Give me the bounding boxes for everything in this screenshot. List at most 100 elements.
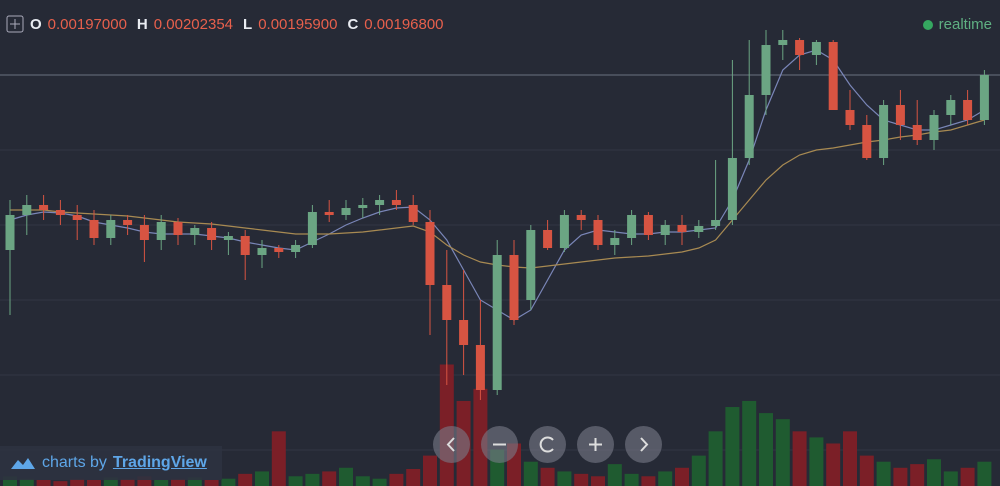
candle-body [761, 45, 771, 95]
volume-bar [708, 431, 723, 486]
candle-body [845, 110, 855, 125]
candle-body [156, 222, 166, 240]
volume-bar [910, 464, 925, 486]
ohlc-value: 0.00196800 [364, 15, 444, 33]
candle-body [627, 215, 637, 238]
volume-bar [271, 431, 286, 486]
volume-bar [876, 461, 891, 486]
volume-bar [809, 437, 824, 486]
volume-bar [826, 443, 841, 486]
volume-bar [53, 481, 68, 486]
scroll-right-button[interactable] [625, 426, 662, 463]
candle-body [106, 220, 116, 238]
branding-link[interactable]: TradingView [112, 454, 207, 471]
zoom-in-button[interactable] [577, 426, 614, 463]
volume-bar [675, 467, 689, 486]
volume-bar [322, 471, 337, 486]
volume-bar [927, 459, 941, 486]
candle-body [173, 222, 183, 235]
candle-body [5, 215, 15, 250]
volume-bar [171, 478, 185, 486]
candle-body [979, 75, 989, 120]
candle-body [408, 205, 418, 222]
volume-bar [70, 478, 85, 486]
volume-bar [339, 467, 353, 486]
volume-bar [859, 455, 874, 486]
ohlc-value: 0.00197000 [47, 15, 127, 33]
candle-body [795, 40, 805, 55]
candle-body [610, 238, 620, 245]
candle-body [694, 226, 704, 232]
volume-bar [221, 478, 236, 486]
volume-bar [523, 461, 538, 486]
volume-bar [775, 419, 790, 486]
volume-bar [641, 476, 656, 486]
volume-bar [960, 467, 975, 486]
logo [11, 458, 35, 469]
candle-body [190, 228, 200, 235]
candle-body [22, 205, 32, 215]
volume-bar [406, 468, 421, 486]
status-text: realtime [938, 16, 992, 33]
navigation [433, 426, 662, 463]
candle-body [509, 255, 519, 320]
candle-body [660, 225, 670, 235]
volume-bar [355, 476, 370, 486]
volume-bar [19, 478, 34, 486]
candle-body [391, 200, 401, 205]
status: realtime [922, 16, 992, 33]
volume-bar [187, 477, 202, 486]
volume-bar [255, 471, 269, 486]
candle-body [139, 225, 149, 240]
candle-body [442, 285, 452, 320]
candle-body [963, 100, 973, 120]
candle-body [375, 200, 385, 205]
volume-bar [120, 478, 135, 486]
candle-body [324, 212, 334, 215]
candle-body [778, 40, 788, 45]
candle-body [89, 220, 99, 238]
candle-body [240, 236, 250, 255]
candle-body [475, 345, 485, 390]
volume-bar [305, 473, 320, 486]
candle-body [576, 215, 586, 220]
reset-button[interactable] [529, 426, 566, 463]
candle-body [257, 248, 267, 255]
candle-body [912, 125, 922, 140]
volume-bar [3, 476, 17, 486]
branding[interactable]: charts by TradingView [0, 446, 222, 480]
candle-body [223, 236, 233, 240]
volume-bar [624, 473, 639, 486]
volume-bar [557, 471, 572, 486]
volume-bar [103, 477, 118, 486]
candle-body [711, 220, 721, 226]
ohlc-label: C [347, 15, 359, 33]
ohlc-value: 0.00195900 [258, 15, 338, 33]
candle-body [72, 215, 82, 220]
candle-body [123, 220, 133, 225]
candle-body [895, 105, 905, 125]
ohlc-value: 0.00202354 [153, 15, 234, 33]
candle-body [291, 245, 301, 252]
candle-body [879, 105, 889, 158]
volume-bar [843, 431, 857, 486]
ohlc-legend: O 0.00197000 H 0.00202354 L 0.00195900 C 0.0… [6, 15, 448, 33]
volume-bar [154, 479, 169, 486]
candle-body [677, 225, 687, 232]
volume-bar [372, 478, 387, 486]
candle-body [358, 205, 368, 208]
candle-body [39, 205, 49, 210]
volume-bar [977, 461, 992, 486]
volume-bar [742, 400, 757, 486]
crosshair-icon[interactable] [6, 15, 24, 33]
volume-bar [204, 479, 219, 486]
candle-body [727, 158, 737, 220]
candle-body [543, 230, 553, 248]
volume-bar [137, 476, 152, 486]
scroll-left-button[interactable] [433, 426, 470, 463]
candle-body [828, 42, 838, 110]
volume-bar [691, 455, 706, 486]
candle-body [207, 228, 217, 240]
zoom-out-button[interactable] [481, 426, 518, 463]
volume-bar [658, 471, 673, 486]
